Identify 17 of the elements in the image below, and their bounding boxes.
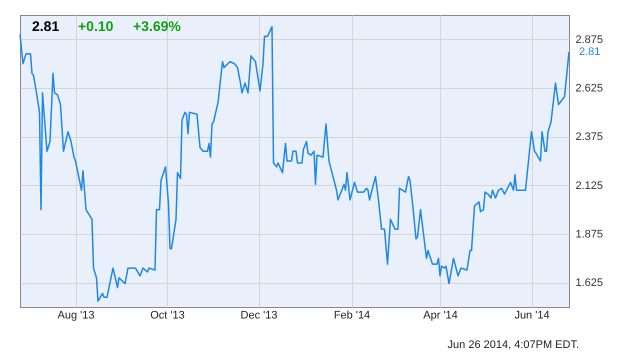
annotation: +3.69% — [133, 18, 182, 34]
chart-title: 2.81 — [32, 18, 60, 34]
text: Jun 26 2014, 4:07PM EDT. — [448, 339, 579, 351]
x-tick-label: Feb '14 — [334, 310, 370, 322]
y-tick-label: 1.875 — [576, 228, 604, 240]
y-tick-label: 1.625 — [576, 277, 604, 290]
y-tick-label: 2.625 — [576, 82, 604, 94]
x-tick-label: Apr '14 — [423, 310, 458, 322]
y-tick-label: 2.125 — [576, 180, 604, 192]
x-tick-label: Jun '14 — [514, 310, 550, 322]
x-tick-label: Oct '13 — [150, 310, 185, 322]
y-tick-label: 2.875 — [576, 34, 604, 46]
x-tick-label: Aug '13 — [58, 310, 94, 322]
annotation: +0.10 — [78, 18, 114, 34]
x-tick-label: Dec '13 — [240, 310, 278, 322]
y-tick-label: 2.375 — [576, 131, 604, 144]
annotation: 2.81 — [579, 46, 600, 58]
